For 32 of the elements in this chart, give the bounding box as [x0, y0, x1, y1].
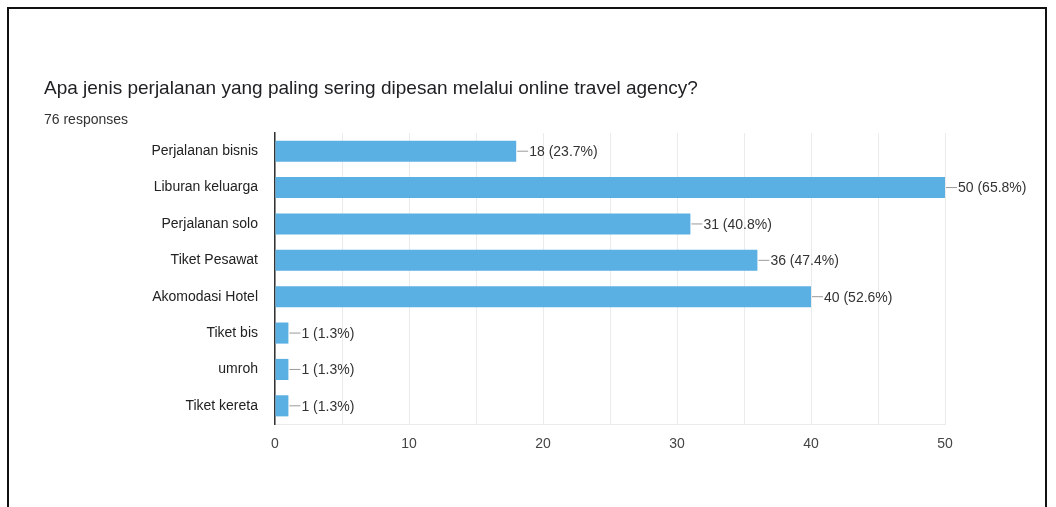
data-label: 36 (47.4%) [770, 252, 839, 269]
bar [275, 286, 811, 308]
x-tick-label: 30 [669, 435, 685, 452]
data-label: 1 (1.3%) [301, 361, 355, 378]
x-tick-label: 20 [535, 435, 551, 452]
chart-title: Apa jenis perjalanan yang paling sering dipesan melalui online travel agency? [44, 77, 698, 99]
y-tick-label: Perjalanan solo [161, 214, 259, 231]
y-tick-label: Akomodasi Hotel [152, 287, 258, 304]
x-tick-label: 50 [937, 435, 953, 452]
y-tick-label: Liburan keluarga [153, 178, 259, 195]
y-tick-label: umroh [218, 360, 258, 377]
bar [275, 177, 945, 199]
bar [275, 140, 517, 162]
data-label: 40 (52.6%) [824, 288, 893, 305]
data-label: 50 (65.8%) [958, 179, 1027, 196]
bar [275, 249, 758, 271]
y-tick-label: Perjalanan bisnis [151, 142, 258, 159]
data-label: 18 (23.7%) [529, 143, 598, 160]
data-label: 1 (1.3%) [301, 397, 355, 414]
bar [275, 322, 289, 344]
y-tick-label: Tiket bis [206, 323, 258, 340]
bar [275, 358, 289, 380]
bar [275, 395, 289, 417]
bar [275, 213, 691, 235]
y-tick-label: Tiket Pesawat [170, 251, 259, 268]
y-tick-label: Tiket kereta [185, 396, 259, 413]
x-tick-label: 40 [803, 435, 819, 452]
data-label: 31 (40.8%) [703, 215, 772, 232]
data-label: 1 (1.3%) [301, 324, 355, 341]
text: 76 responses [44, 111, 129, 127]
x-tick-label: 10 [401, 435, 417, 452]
x-tick-label: 0 [271, 435, 280, 452]
